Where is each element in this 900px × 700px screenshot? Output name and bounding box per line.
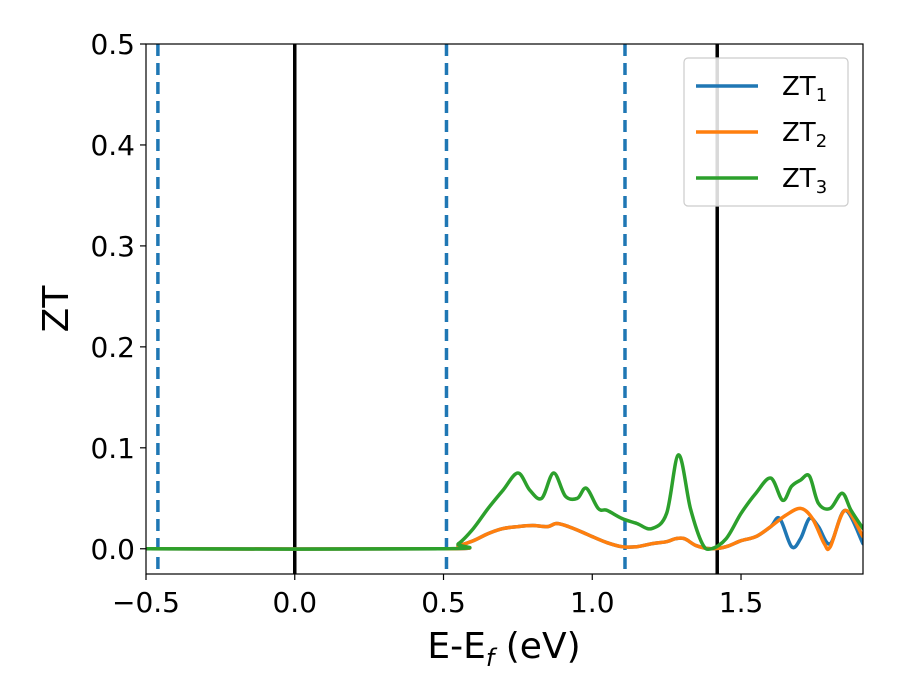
y-axis-ticks: 0.0 0.1 0.2 0.3 0.4 0.5 bbox=[90, 28, 146, 566]
x-axis-label-main: E-E bbox=[427, 626, 485, 667]
x-tick-label-2: 0.5 bbox=[421, 586, 466, 619]
legend: ZT1 ZT2 ZT3 bbox=[683, 57, 849, 207]
y-tick-label-5: 0.5 bbox=[90, 28, 135, 61]
series-lines bbox=[146, 453, 863, 552]
y-tick-label-1: 0.1 bbox=[90, 432, 135, 465]
x-axis-label-unit: (eV) bbox=[494, 626, 580, 667]
y-tick-label-4: 0.4 bbox=[90, 129, 135, 162]
x-tick-label-0: −0.5 bbox=[112, 586, 180, 619]
legend-label-2: ZT2 bbox=[782, 118, 827, 152]
x-tick-label-1: 0.0 bbox=[272, 586, 317, 619]
legend-box bbox=[683, 57, 849, 207]
x-tick-label-3: 1.0 bbox=[570, 586, 615, 619]
legend-label-1: ZT1 bbox=[782, 72, 827, 106]
y-tick-label-2: 0.2 bbox=[90, 331, 135, 364]
x-axis-label: E-Ef (eV) bbox=[427, 626, 580, 672]
legend-label-3: ZT3 bbox=[782, 164, 827, 198]
y-tick-label-3: 0.3 bbox=[90, 230, 135, 263]
y-axis-label: ZT bbox=[36, 285, 77, 333]
plot-frame bbox=[145, 43, 864, 575]
x-axis-ticks: −0.5 0.0 0.5 1.0 1.5 bbox=[112, 574, 763, 619]
x-tick-label-4: 1.5 bbox=[719, 586, 764, 619]
y-tick-label-0: 0.0 bbox=[90, 533, 135, 566]
series-line-2 bbox=[146, 506, 863, 552]
series-line-3 bbox=[146, 453, 863, 552]
